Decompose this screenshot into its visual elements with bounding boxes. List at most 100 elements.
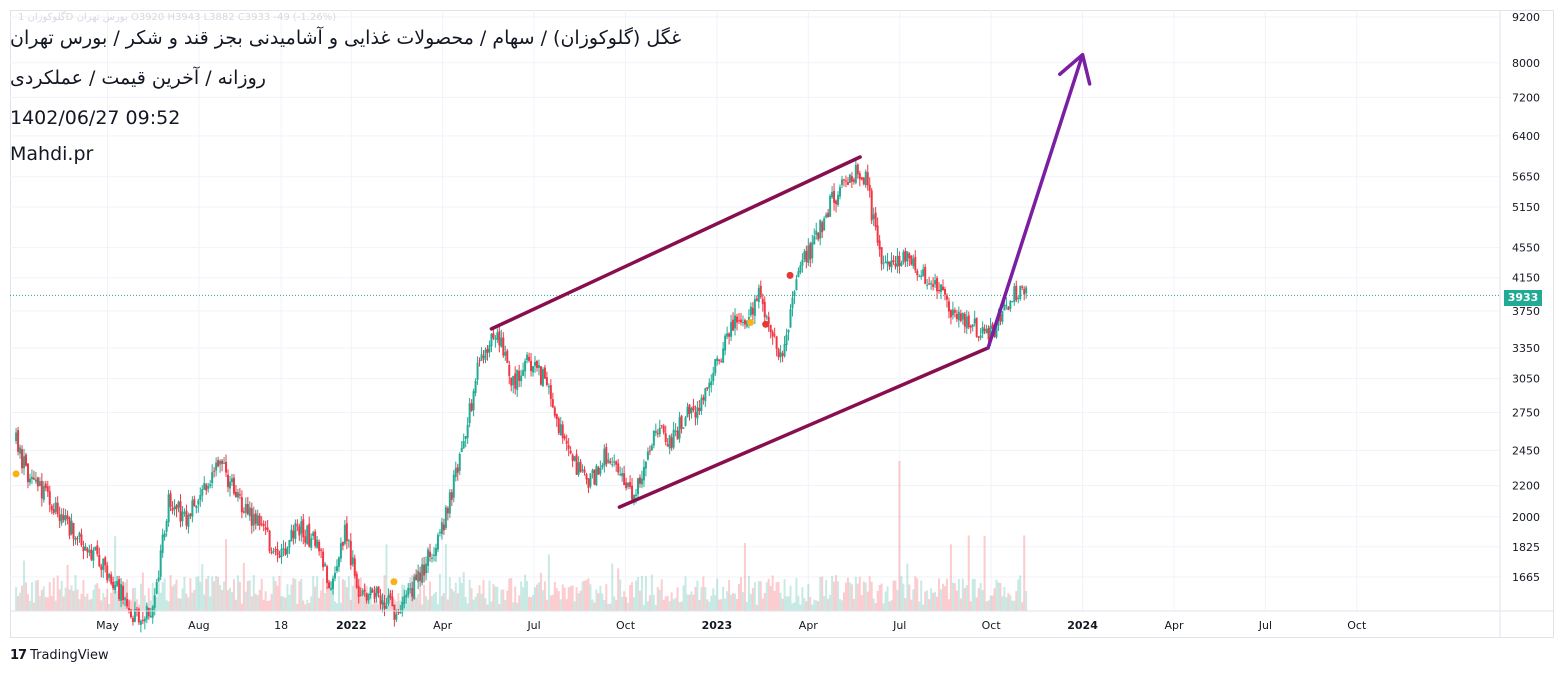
volume-bar (597, 593, 600, 611)
candle-body (638, 477, 641, 484)
volume-bar (726, 591, 729, 611)
candle-body (1005, 304, 1008, 306)
candle-body (765, 316, 768, 318)
volume-bar (244, 591, 247, 611)
candle-body (553, 407, 556, 416)
candle-body (682, 427, 685, 429)
volume-bar (757, 581, 760, 611)
candle-body (290, 529, 293, 542)
candle-body (694, 412, 697, 418)
candle-body (488, 345, 491, 353)
candle-body (949, 310, 952, 318)
volume-bar (664, 596, 667, 611)
volume-bar (848, 582, 851, 611)
volume-bar (844, 582, 847, 611)
volume-bar (498, 603, 501, 611)
candle-body (561, 424, 564, 439)
candle-body (70, 520, 73, 534)
volume-bar (767, 578, 770, 611)
candle-body (116, 581, 119, 586)
candle-body (292, 530, 295, 539)
candle-body (375, 587, 378, 597)
candle-body (779, 352, 782, 358)
volume-bar (415, 597, 418, 611)
candle-body (977, 336, 980, 338)
drawings[interactable] (10, 52, 1500, 509)
volume-bar (427, 599, 430, 611)
chart-frame (10, 10, 1554, 638)
volume-bar (565, 599, 568, 611)
candle-body (355, 573, 358, 588)
price-axis[interactable]: 9200 8000 7200 6400 5650 5150 4550 4150 3750 3350… (1499, 10, 1540, 638)
x-tick-label: May (96, 619, 119, 632)
candle-body (734, 315, 737, 329)
volume-bar (823, 595, 826, 611)
candle-body (924, 266, 927, 284)
candle-body (102, 558, 105, 570)
volume-bar (751, 588, 754, 611)
candle-body (757, 287, 760, 303)
candle-body (339, 543, 342, 559)
time-axis[interactable]: May Aug 18 2022 Apr Jul Oct 2023 Apr Jul Oct 2024 Ap… (10, 610, 1554, 632)
candle-body (916, 270, 919, 275)
volume-bar (741, 592, 744, 611)
volume-bar (322, 578, 325, 611)
candle-body (254, 513, 257, 524)
volume-bar (827, 598, 830, 611)
volume-bar (337, 576, 340, 611)
volume-bar (589, 584, 592, 611)
candle-body (573, 456, 576, 461)
volume-bar (644, 576, 647, 611)
volume-bar (345, 587, 348, 611)
tradingview-brand[interactable]: 17 TradingView (10, 648, 109, 663)
candle-body (833, 190, 836, 203)
candle-body (593, 469, 596, 485)
candle-body (201, 489, 204, 496)
volume-bar (959, 598, 962, 611)
volume-bar (423, 584, 426, 611)
y-tick-label: 1825 (1512, 541, 1540, 554)
candle-body (246, 503, 249, 515)
volume-bar (706, 599, 709, 611)
volume-bar (906, 563, 909, 611)
volume-bar (627, 602, 630, 611)
candle-body (23, 456, 26, 469)
volume-bar (870, 581, 873, 611)
volume-bar (151, 582, 154, 611)
volume-bar (108, 603, 111, 611)
candle-body (981, 327, 984, 334)
candle-body (244, 504, 247, 513)
volume-bar (795, 577, 798, 611)
volume-bar (1021, 602, 1024, 611)
volume-bar (207, 575, 210, 611)
candle-body (636, 478, 639, 494)
candle-body (343, 524, 346, 544)
candle-body (617, 463, 620, 473)
volume-bar (926, 590, 929, 611)
candle-body (118, 579, 121, 600)
volume-bar (581, 581, 584, 611)
candle-body (846, 182, 849, 185)
candle-body (839, 187, 842, 197)
volume-bar (817, 601, 820, 611)
volume-bar (149, 600, 152, 611)
candle-body (21, 449, 24, 469)
volume-bar (815, 600, 818, 611)
volume-bar (191, 592, 194, 611)
candle-body (995, 324, 998, 338)
candle-body (922, 269, 925, 277)
candle-body (486, 348, 489, 353)
volume-bar (328, 580, 331, 611)
volume-bar (730, 594, 733, 611)
candle-body (848, 174, 851, 184)
candle-body (219, 461, 222, 465)
candle-body (615, 461, 618, 465)
candle-body (551, 399, 554, 408)
volume-bar (886, 586, 889, 611)
candle-body (609, 461, 612, 464)
candle-body (320, 549, 323, 551)
candle-body (448, 492, 451, 514)
candle-body (288, 540, 291, 548)
volume-bar (537, 582, 540, 611)
